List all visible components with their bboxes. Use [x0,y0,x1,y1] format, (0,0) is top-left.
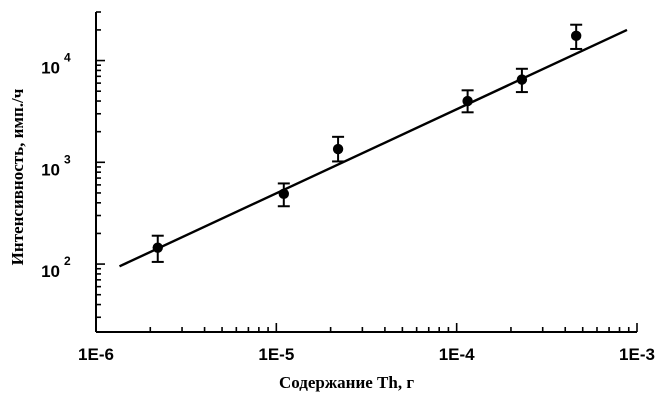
ticks [95,11,638,332]
y-tick-label: 10 3 [41,152,71,179]
data-point [151,234,164,263]
y-tick-label: 10 2 [41,254,71,281]
y-tick-label-exponent: 3 [64,152,71,166]
y-tick-label-base: 10 [41,59,60,78]
data-marker [462,95,473,107]
x-axis-title: Содержание Th, г [279,373,414,392]
fit-line [118,28,628,268]
y-tick-label-exponent: 4 [64,51,71,65]
data-marker [152,242,163,253]
fit [118,28,628,268]
data-point [461,89,474,114]
data-point [277,182,290,208]
tick-labels: 1E-6 1E-5 1E-4 1E-3 10 2 10 3 10 4 [41,51,655,364]
y-tick-label-base: 10 [41,160,60,179]
y-tick-label-base: 10 [41,262,60,281]
x-tick-label: 1E-5 [258,345,294,364]
data-marker [516,74,528,85]
x-tick-label: 1E-4 [439,345,475,364]
y-tick-label: 10 4 [41,51,71,78]
axes [95,12,637,333]
data-point [515,67,528,94]
data-marker [278,188,289,200]
data-point [570,23,583,50]
data-marker [570,30,582,42]
data-point [332,135,345,163]
x-tick-label: 1E-6 [78,345,114,364]
data-points [151,23,583,263]
y-tick-label-exponent: 2 [64,254,71,268]
x-tick-label: 1E-3 [619,345,655,364]
data-marker [332,143,344,155]
y-axis-title: Интенсивность, имп./ч [8,88,27,265]
